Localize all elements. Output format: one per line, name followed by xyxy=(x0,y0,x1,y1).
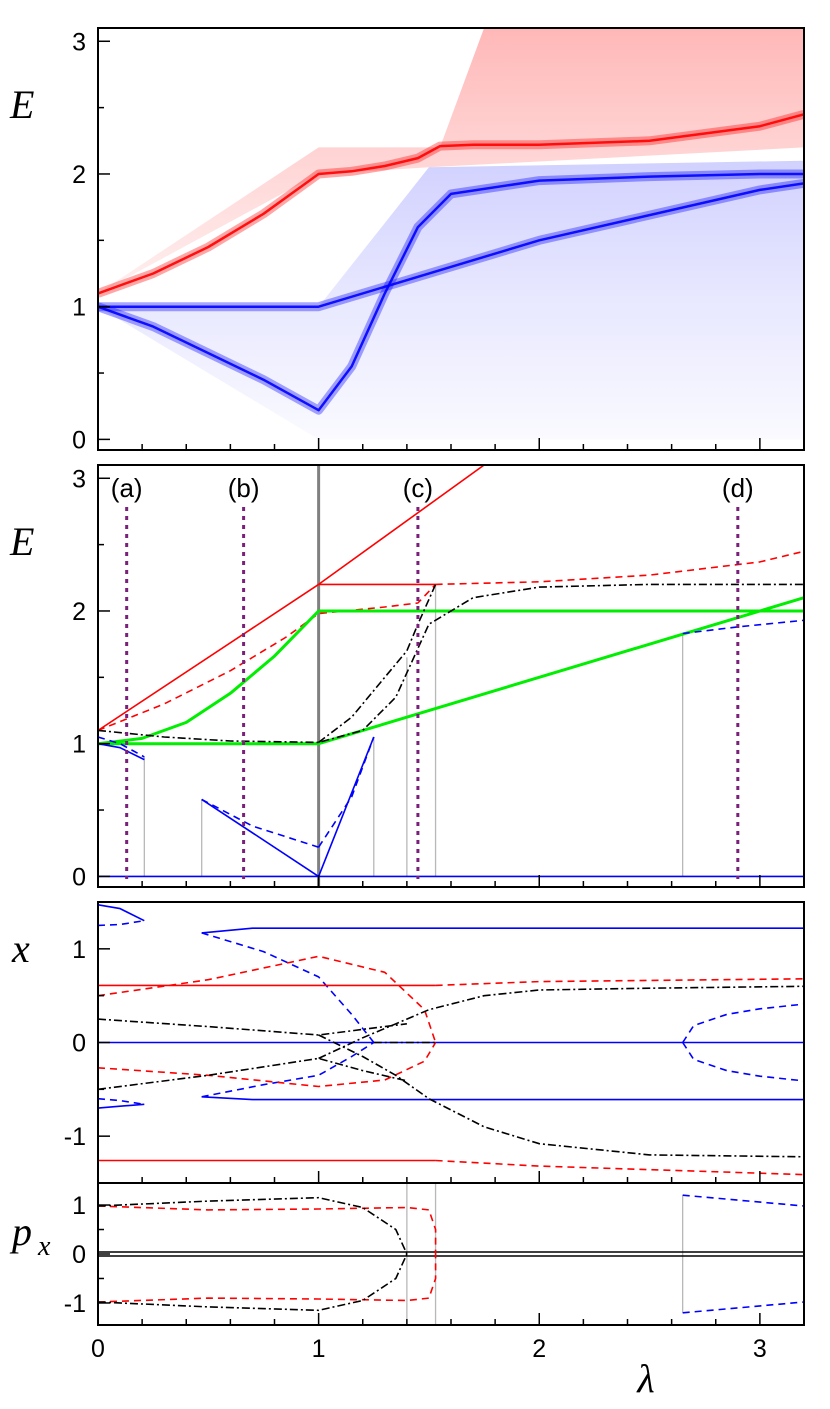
energy-plot-area xyxy=(98,465,804,887)
position-series-6 xyxy=(201,1096,804,1101)
energy-series-15 xyxy=(317,736,375,848)
energy-ytick-label-3: 3 xyxy=(72,465,86,493)
position-ytick-label-2: 1 xyxy=(72,936,86,964)
position-series-1 xyxy=(98,919,145,927)
upper-band xyxy=(98,28,804,294)
marker-label-1: (b) xyxy=(228,473,260,503)
position-series-7 xyxy=(201,1041,375,1098)
momentum-plot-area xyxy=(98,1183,804,1325)
energy-series-13 xyxy=(201,798,319,848)
upper-ridge xyxy=(98,113,804,295)
spectrum-density-ytick-label-0: 0 xyxy=(72,426,86,454)
momentum-ylabel-sub: x xyxy=(37,1231,51,1262)
spectrum-density-ytick-label-3: 3 xyxy=(72,28,86,56)
panel-spectrum-density: 0 1 2 3 E xyxy=(9,27,805,454)
position-series-13 xyxy=(435,978,804,987)
momentum-series-3 xyxy=(98,1254,437,1303)
energy-ytick-label-1: 1 xyxy=(72,731,86,759)
position-series-18 xyxy=(318,1034,804,1158)
momentum-series-7 xyxy=(682,1301,804,1314)
position-series-12 xyxy=(98,955,437,1043)
position-series-20 xyxy=(318,985,804,1060)
xtick-label-3: 3 xyxy=(753,1335,767,1363)
xtick-label-2: 2 xyxy=(532,1335,546,1363)
xtick-label-0: 0 xyxy=(91,1335,105,1363)
position-ylabel: x xyxy=(11,926,30,971)
momentum-ytick-label-1: 0 xyxy=(72,1241,86,1269)
position-series-4 xyxy=(201,927,804,934)
energy-ylabel: E xyxy=(9,519,34,564)
position-ytick-label-0: -1 xyxy=(64,1123,86,1151)
position-series-3 xyxy=(98,1097,145,1106)
marker-label-3: (d) xyxy=(722,473,754,503)
position-series-9 xyxy=(682,1003,804,1043)
position-series-5 xyxy=(201,932,375,1043)
energy-series-9 xyxy=(318,584,437,744)
energy-series-7 xyxy=(318,596,804,746)
position-series-10 xyxy=(682,1042,804,1082)
momentum-series-6 xyxy=(682,1194,804,1207)
marker-label-0: (a) xyxy=(111,473,143,503)
position-plot-area xyxy=(98,904,804,1176)
momentum-series-4 xyxy=(98,1196,408,1255)
lower-ridge-diagonal xyxy=(98,172,804,412)
energy-series-2 xyxy=(98,583,437,732)
panel-position: -1 0 1 x xyxy=(11,901,805,1184)
spectrum-density-ytick-label-1: 1 xyxy=(72,294,86,322)
momentum-ytick-label-0: -1 xyxy=(64,1290,86,1318)
spectrum-density-ytick-label-2: 2 xyxy=(72,161,86,189)
position-series-0 xyxy=(98,904,145,922)
energy-frame xyxy=(97,464,805,888)
energy-series-12 xyxy=(201,798,320,878)
spectrum-density-ylabel: E xyxy=(9,82,34,127)
lower-ridge-flat xyxy=(98,182,804,308)
energy-series-17 xyxy=(682,619,804,635)
momentum-series-5 xyxy=(98,1253,408,1312)
energy-series-10 xyxy=(98,742,145,761)
momentum-ytick-label-2: 1 xyxy=(72,1192,86,1220)
momentum-ylabel: p xyxy=(9,1209,32,1254)
energy-ytick-label-0: 0 xyxy=(72,863,86,891)
position-series-2 xyxy=(98,1103,145,1109)
energy-series-11 xyxy=(98,736,145,758)
position-series-14 xyxy=(98,1042,437,1088)
xlabel: λ xyxy=(636,1356,654,1401)
position-series-16 xyxy=(435,1159,804,1176)
momentum-series-2 xyxy=(98,1205,437,1254)
position-ytick-label-1: 0 xyxy=(72,1030,86,1058)
energy-series-1 xyxy=(318,465,485,586)
position-series-19 xyxy=(98,1057,408,1091)
momentum-frame xyxy=(97,1182,805,1326)
energy-series-3 xyxy=(435,550,804,586)
energy-ytick-label-2: 2 xyxy=(72,598,86,626)
marker-label-2: (c) xyxy=(403,473,433,503)
energy-series-4 xyxy=(98,609,320,746)
spectrum-density-plot-area xyxy=(98,28,804,440)
lower-band xyxy=(98,160,804,440)
energy-series-8 xyxy=(98,583,804,744)
panel-energy: (a) (b) (c) (d) 0 1 2 3 E xyxy=(9,464,805,891)
xtick-label-1: 1 xyxy=(312,1335,326,1363)
position-series-17 xyxy=(98,1018,408,1036)
